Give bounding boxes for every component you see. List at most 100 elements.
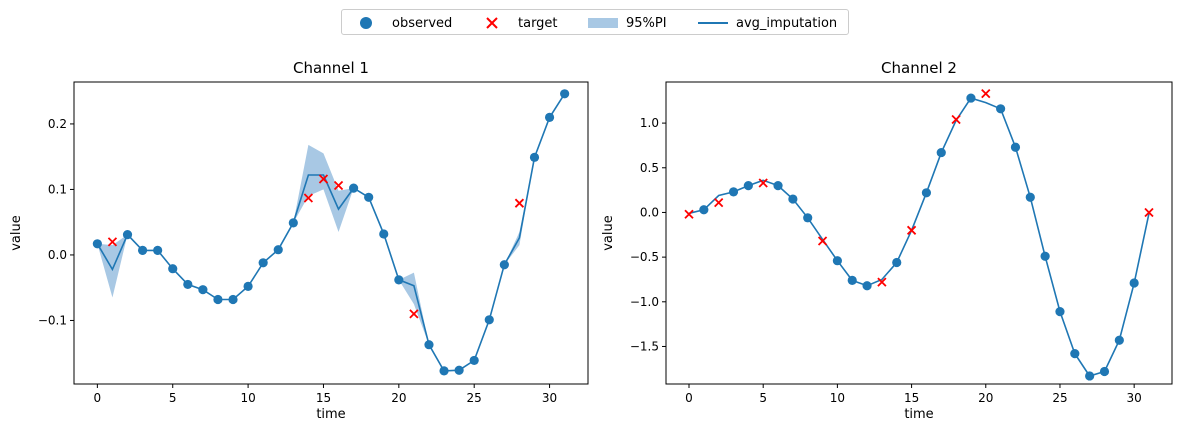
y-tick-label: 0.1 bbox=[48, 182, 67, 196]
legend-label-target: target bbox=[518, 15, 558, 31]
y-axis-label: value bbox=[9, 215, 24, 251]
observed-point bbox=[560, 89, 570, 99]
x-tick-label: 0 bbox=[94, 391, 102, 405]
observed-point bbox=[394, 275, 404, 285]
observed-point bbox=[544, 112, 555, 122]
observed-point bbox=[847, 275, 857, 285]
observed-point bbox=[1040, 251, 1050, 261]
target-point bbox=[714, 197, 724, 208]
observed-point bbox=[728, 187, 739, 197]
legend: observed target 95%PI avg_imputation bbox=[341, 9, 849, 35]
observed-point bbox=[454, 365, 464, 375]
target-point bbox=[1144, 207, 1154, 218]
observed-point bbox=[936, 147, 946, 158]
y-tick-label: 0.0 bbox=[640, 205, 659, 219]
axes-frame bbox=[73, 81, 589, 385]
observed-point bbox=[1129, 278, 1139, 288]
target-point bbox=[318, 174, 329, 184]
avg-line-icon bbox=[698, 16, 728, 30]
observed-point bbox=[788, 194, 798, 204]
observed-point bbox=[198, 285, 208, 295]
observed-point bbox=[832, 256, 842, 266]
observed-point bbox=[213, 294, 223, 305]
x-tick-label: 5 bbox=[759, 391, 767, 405]
observed-point bbox=[349, 183, 359, 193]
x-tick-label: 5 bbox=[169, 391, 177, 405]
target-point bbox=[684, 209, 694, 219]
x-tick-label: 0 bbox=[685, 391, 693, 405]
x-tick-label: 10 bbox=[830, 391, 845, 405]
observed-point bbox=[92, 239, 102, 249]
pi-band-icon bbox=[588, 16, 618, 30]
observed-point bbox=[153, 245, 163, 255]
target-point bbox=[877, 277, 887, 287]
x-tick-label: 30 bbox=[542, 391, 557, 405]
observed-point bbox=[258, 258, 268, 268]
observed-point bbox=[183, 279, 193, 290]
observed-point bbox=[699, 205, 709, 215]
observed-point bbox=[469, 355, 479, 366]
observed-point bbox=[892, 257, 902, 268]
observed-point bbox=[996, 104, 1006, 114]
observed-point bbox=[364, 192, 374, 202]
chart-panel-2: Channel 2 0 5 10 15 20 25 30 −1.5 −1.0 −0.5 0.0 0.5 1… bbox=[601, 59, 1173, 422]
observed-point bbox=[499, 260, 509, 270]
x-axis-label: time bbox=[904, 407, 933, 422]
target-point bbox=[409, 309, 419, 319]
pi-band bbox=[97, 144, 535, 345]
y-tick-label: 0.5 bbox=[640, 161, 659, 175]
y-tick-label: −0.1 bbox=[38, 313, 67, 327]
observed-point bbox=[966, 93, 976, 103]
observed-point bbox=[379, 229, 389, 239]
x-tick-label: 20 bbox=[978, 391, 993, 405]
y-tick-label: −0.5 bbox=[630, 250, 659, 264]
observed-point bbox=[168, 264, 178, 274]
x-tick-label: 15 bbox=[904, 391, 919, 405]
target-point bbox=[107, 237, 118, 247]
observed-point bbox=[1025, 192, 1035, 202]
legend-item-avg: avg_imputation bbox=[698, 10, 837, 36]
observed-point bbox=[243, 281, 253, 291]
observed-point bbox=[1070, 349, 1080, 359]
x-tick-label: 30 bbox=[1127, 391, 1142, 405]
avg-imputation-line bbox=[688, 97, 1150, 377]
observed-point bbox=[1010, 142, 1021, 152]
observed-point bbox=[1085, 371, 1095, 381]
y-tick-label: −1.5 bbox=[630, 339, 659, 353]
legend-label-observed: observed bbox=[392, 15, 453, 31]
target-marker-icon bbox=[480, 16, 510, 30]
observed-point bbox=[743, 181, 753, 191]
x-axis-label: time bbox=[316, 407, 345, 422]
observed-point bbox=[803, 213, 813, 223]
observed-point bbox=[773, 181, 783, 191]
axes-frame bbox=[665, 81, 1173, 385]
observed-point bbox=[137, 245, 148, 255]
observed-point bbox=[921, 188, 932, 198]
observed-point bbox=[529, 152, 540, 162]
y-tick-label: 1.0 bbox=[640, 116, 659, 130]
target-point bbox=[906, 225, 917, 235]
x-tick-label: 25 bbox=[1052, 391, 1067, 405]
observed-point bbox=[484, 315, 494, 325]
x-tick-label: 15 bbox=[316, 391, 331, 405]
target-point bbox=[981, 88, 991, 99]
y-axis-label: value bbox=[601, 215, 616, 251]
legend-label-pi: 95%PI bbox=[626, 15, 667, 31]
x-tick-label: 20 bbox=[391, 391, 406, 405]
chart-panel-1: Channel 1 0 5 10 15 20 25 30 −0.1 0.0 0.1 0.2 time va… bbox=[9, 59, 589, 422]
observed-point bbox=[424, 340, 434, 350]
observed-point bbox=[862, 281, 872, 291]
y-tick-label: 0.0 bbox=[48, 248, 67, 262]
legend-item-target: target bbox=[480, 10, 558, 36]
observed-point bbox=[1114, 335, 1124, 345]
target-point bbox=[951, 114, 961, 125]
chart-title: Channel 1 bbox=[293, 59, 369, 77]
legend-item-observed: observed bbox=[354, 10, 452, 36]
target-point bbox=[303, 193, 314, 203]
observed-point bbox=[288, 218, 298, 228]
target-point bbox=[333, 180, 344, 191]
chart-title: Channel 2 bbox=[881, 59, 957, 77]
avg-imputation-line bbox=[96, 93, 566, 372]
y-tick-label: 0.2 bbox=[48, 117, 67, 131]
